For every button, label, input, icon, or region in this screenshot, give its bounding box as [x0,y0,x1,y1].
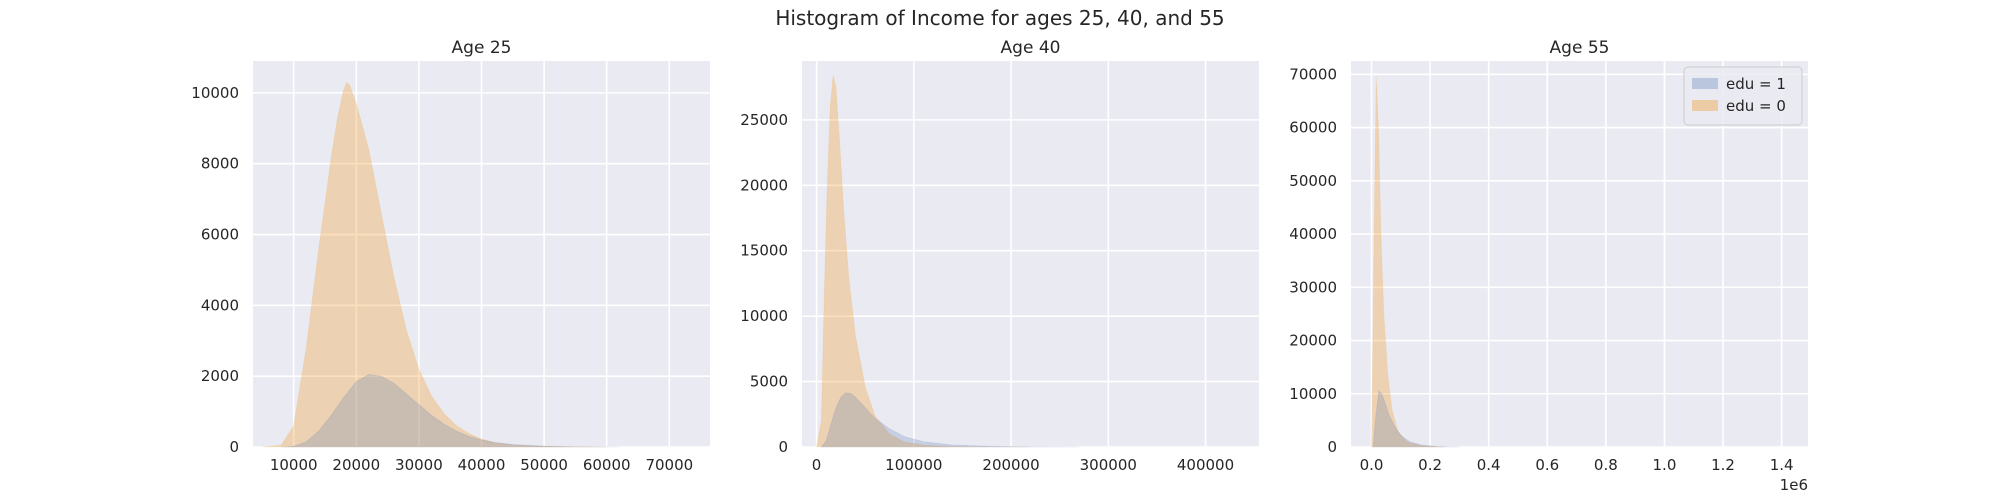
x-tick-label: 1.4 [1770,456,1794,474]
y-tick-label: 2000 [201,367,239,385]
x-tick-label: 10000 [270,456,318,474]
subplot-2: 0 100000 200000 300000 400000 0 5000 10000 15000… [740,38,1259,474]
y-tick-label: 30000 [1289,278,1337,296]
x-tick-label: 30000 [395,456,443,474]
subplot-title: Age 40 [1001,38,1061,58]
y-tick-label: 25000 [740,111,788,129]
x-tick-label: 50000 [520,456,568,474]
x-tick-label: 0.6 [1535,456,1559,474]
x-offset-label: 1e6 [1780,476,1808,494]
x-tick-label: 400000 [1177,456,1234,474]
histogram-edu0 [816,75,1031,448]
subplot-title: Age 25 [452,38,512,58]
subplot-1: 10000 20000 30000 40000 50000 60000 70000 0 2000… [191,38,710,474]
y-tick-label: 20000 [740,176,788,194]
legend-label-edu1: edu = 1 [1726,75,1786,93]
y-tick-label: 10000 [191,84,239,102]
x-tick-label: 200000 [982,456,1039,474]
x-tick-label: 70000 [645,456,693,474]
x-tick-label: 0.0 [1360,456,1384,474]
y-tick-label: 15000 [740,242,788,260]
x-tick-label: 20000 [332,456,380,474]
y-tick-label: 20000 [1289,332,1337,350]
y-tick-label: 40000 [1289,225,1337,243]
subplot-3: 0.0 0.2 0.4 0.6 0.8 1.0 1.2 1.4 0 10000 20000 30000… [1289,38,1808,494]
y-tick-label: 4000 [201,296,239,314]
x-tick-label: 60000 [583,456,631,474]
legend-swatch-edu1 [1692,78,1718,89]
x-tick-label: 100000 [885,456,942,474]
x-tick-label: 300000 [1080,456,1137,474]
x-tick-label: 0 [812,456,822,474]
legend: edu = 1 edu = 0 [1683,66,1803,126]
y-tick-label: 0 [229,438,239,456]
y-tick-label: 10000 [1289,385,1337,403]
y-tick-label: 10000 [740,307,788,325]
histogram-edu1 [1372,390,1460,448]
plot-background [802,61,1259,447]
histogram-edu0 [1371,76,1445,448]
subplot-title: Age 55 [1550,38,1610,58]
y-tick-label: 0 [1327,438,1337,456]
y-tick-label: 0 [778,438,788,456]
x-tick-label: 1.2 [1711,456,1735,474]
legend-frame [1683,66,1803,126]
histogram-edu0 [262,81,607,448]
x-tick-label: 0.8 [1594,456,1618,474]
y-tick-label: 6000 [201,226,239,244]
x-tick-label: 1.0 [1653,456,1677,474]
y-tick-label: 8000 [201,155,239,173]
legend-swatch-edu0 [1692,100,1718,111]
histogram-edu1 [281,373,620,448]
x-tick-label: 0.2 [1418,456,1442,474]
legend-label-edu0: edu = 0 [1726,97,1786,115]
y-tick-label: 5000 [750,373,788,391]
x-tick-label: 40000 [458,456,506,474]
y-tick-label: 60000 [1289,119,1337,137]
figure-title: Histogram of Income for ages 25, 40, and… [775,6,1225,30]
histogram-edu1 [820,392,1080,448]
y-tick-label: 70000 [1289,65,1337,83]
y-tick-label: 50000 [1289,172,1337,190]
x-tick-label: 0.4 [1477,456,1501,474]
